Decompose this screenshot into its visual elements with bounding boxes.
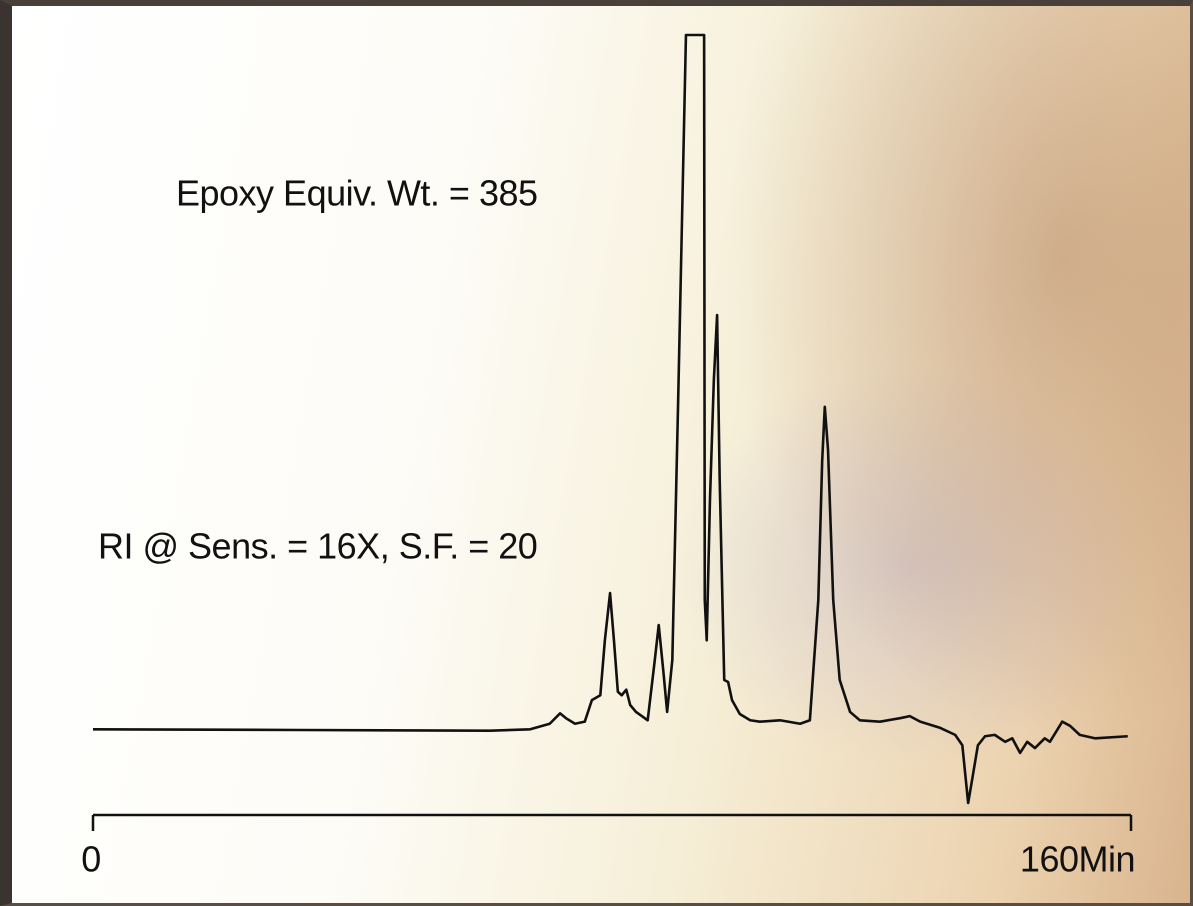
trace [92, 33, 1128, 805]
annotation: Epoxy Equiv. Wt. = 385 [176, 173, 538, 214]
x-tick-label: 160Min [1020, 839, 1135, 880]
x-tick-label: 0 [81, 839, 101, 880]
annotation: RI @ Sens. = 16X, S.F. = 20 [98, 526, 537, 567]
